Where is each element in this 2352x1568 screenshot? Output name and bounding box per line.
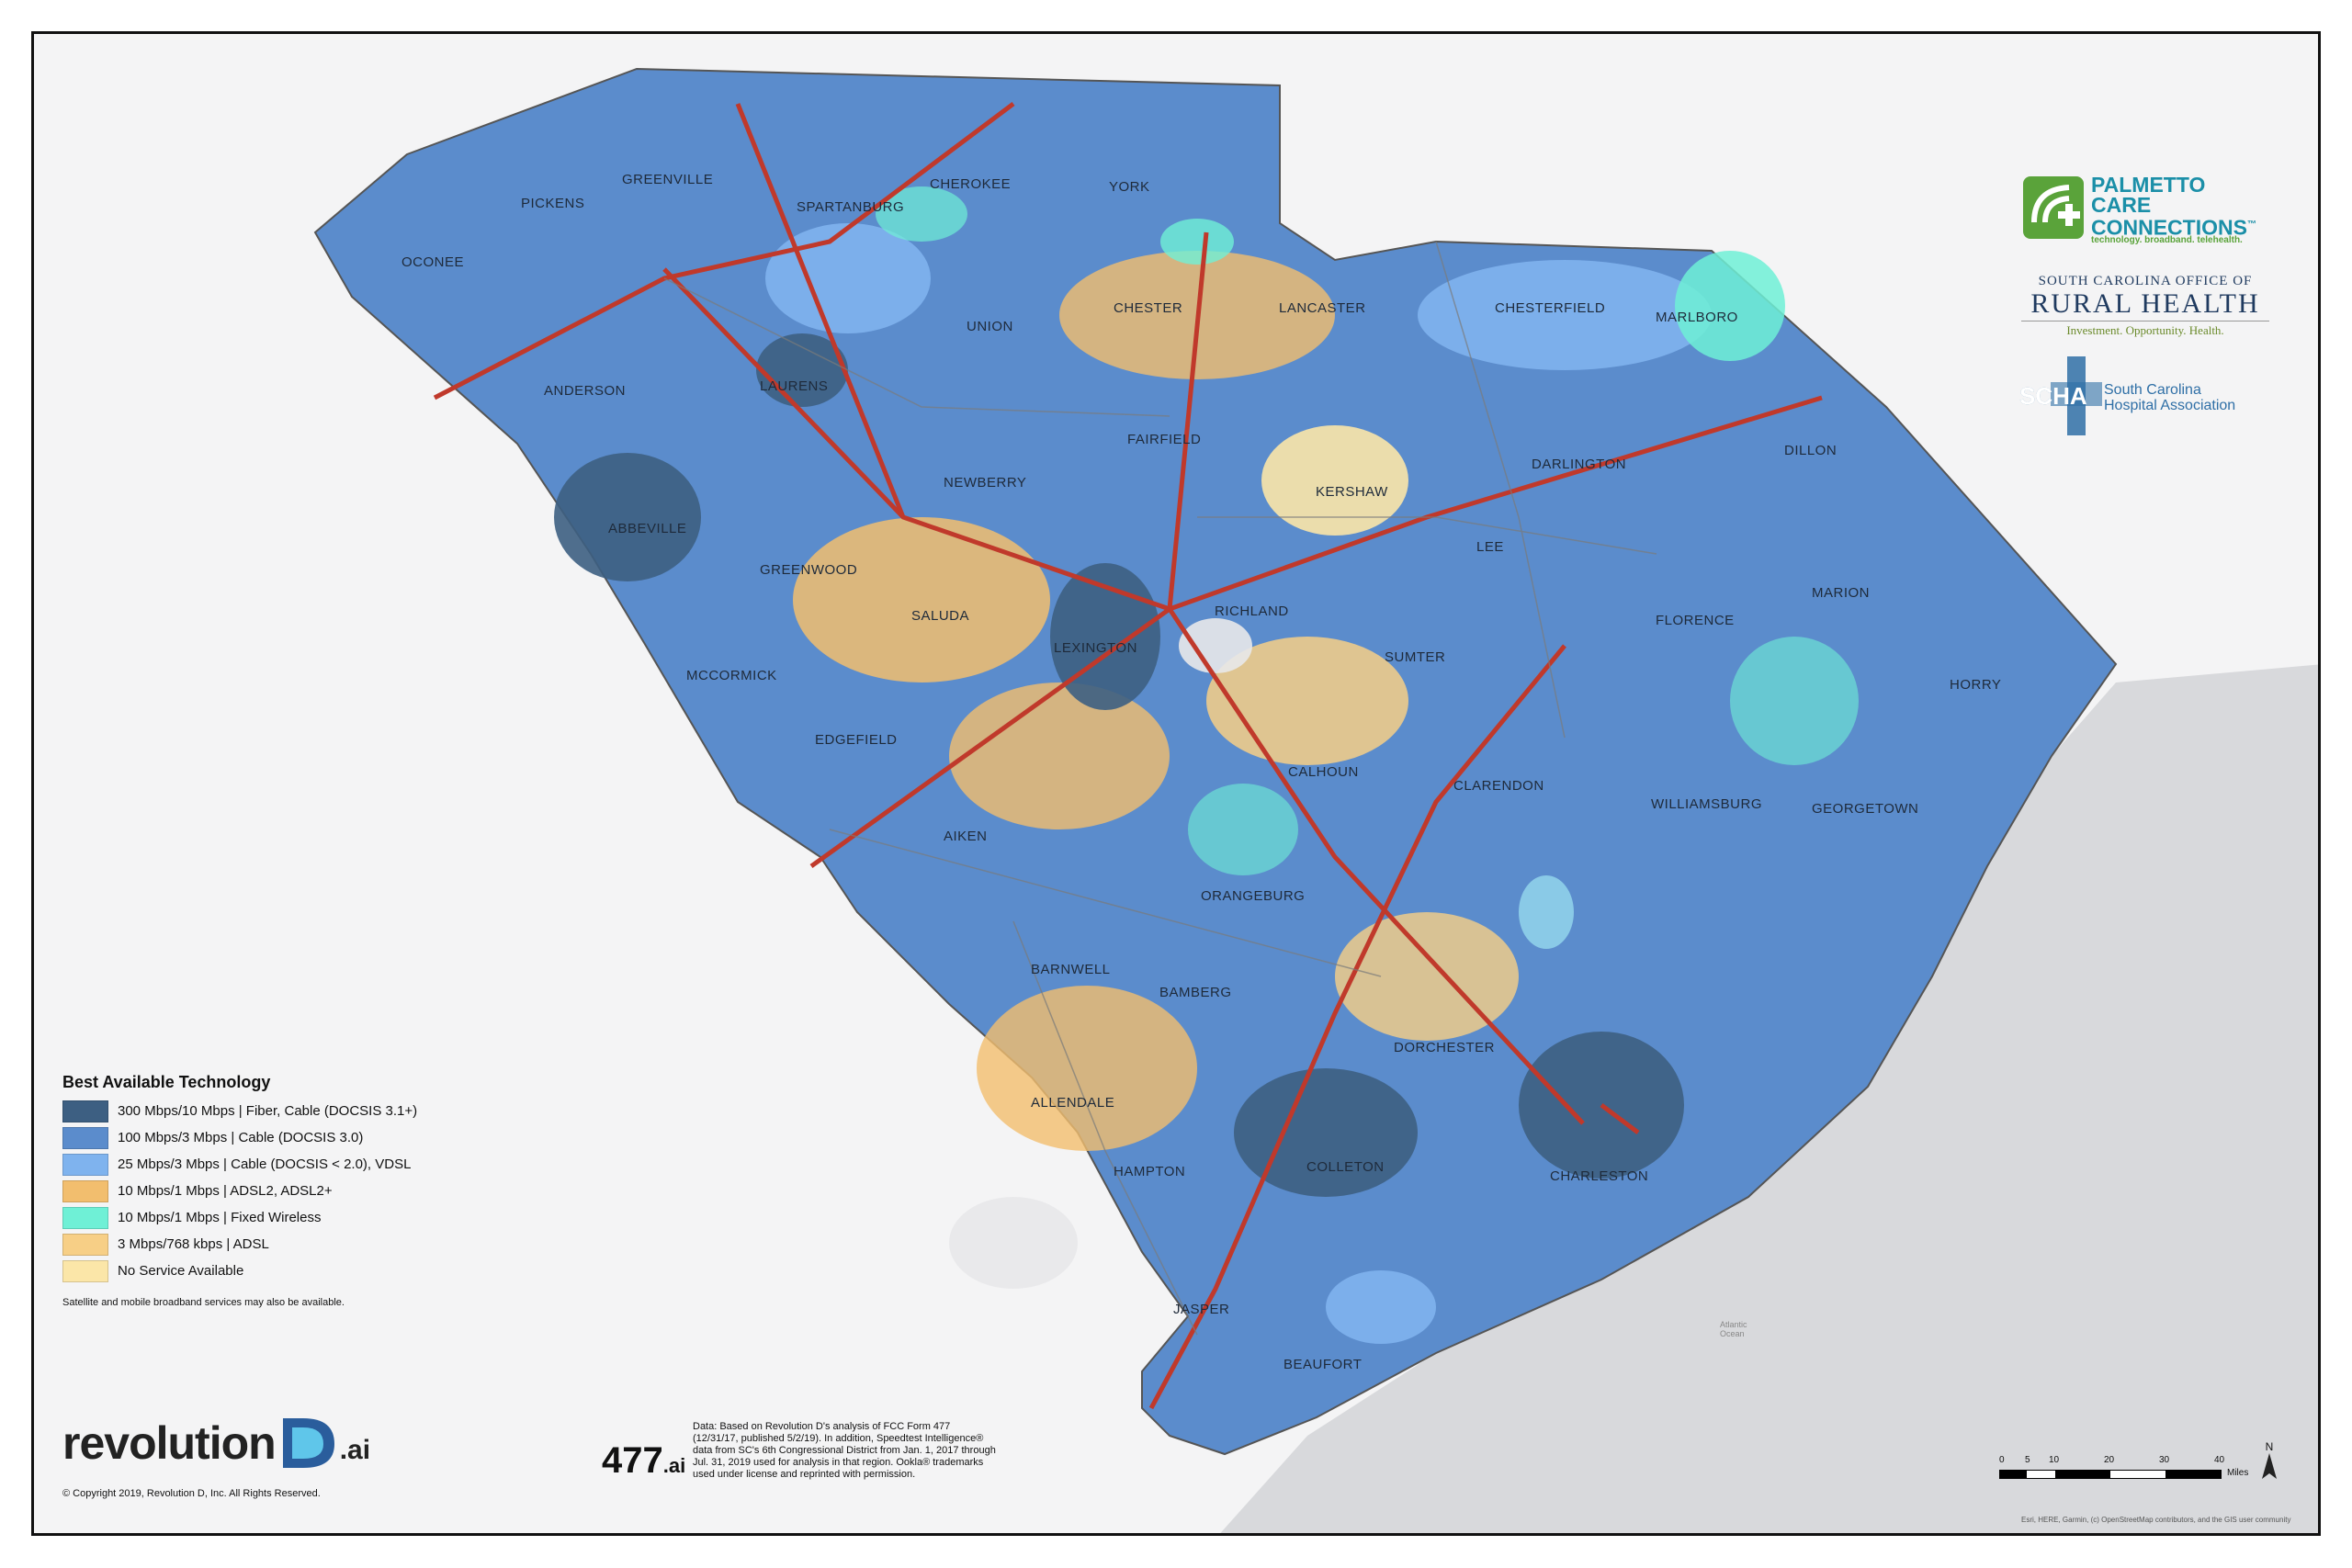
county-boundaries (663, 241, 1657, 1336)
legend-item: 10 Mbps/1 Mbps | Fixed Wireless (62, 1204, 485, 1231)
county-label: CHESTERFIELD (1495, 300, 1606, 316)
county-label: LANCASTER (1279, 300, 1366, 316)
legend-swatch (62, 1233, 108, 1256)
brand-d-icon (282, 1418, 334, 1468)
scha-cross-icon (2051, 356, 2102, 435)
county-label: LAURENS (760, 378, 829, 394)
scha-name: South Carolina Hospital Association (2104, 382, 2236, 413)
pcc-line-2: CARE (2091, 193, 2152, 217)
county-label: SPARTANBURG (797, 199, 905, 215)
county-label: CHARLESTON (1550, 1168, 1649, 1184)
county-label: JASPER (1173, 1302, 1230, 1317)
county-label: ORANGEBURG (1201, 888, 1306, 904)
county-label: KERSHAW (1316, 484, 1388, 500)
county-label: COLLETON (1306, 1159, 1385, 1175)
legend-item: 10 Mbps/1 Mbps | ADSL2, ADSL2+ (62, 1178, 485, 1204)
map-legend: Best Available Technology 300 Mbps/10 Mb… (62, 1073, 485, 1308)
pcc-line-1: PALMETTO (2091, 173, 2206, 197)
scorh-line-3: Investment. Opportunity. Health. (2021, 321, 2269, 338)
map-canvas[interactable] (34, 34, 2321, 1536)
county-label: BAMBERG (1159, 985, 1232, 1000)
county-label: SALUDA (911, 608, 970, 624)
legend-swatch (62, 1126, 108, 1149)
county-label: DARLINGTON (1532, 457, 1627, 472)
scorh-line-1: SOUTH CAROLINA OFFICE OF (2038, 274, 2253, 288)
legend-item: 25 Mbps/3 Mbps | Cable (DOCSIS < 2.0), V… (62, 1151, 485, 1178)
county-label: ABBEVILLE (608, 521, 687, 536)
county-label: PICKENS (521, 196, 585, 211)
legend-swatch (62, 1206, 108, 1229)
pcc-tagline: technology. broadband. telehealth. (2091, 235, 2243, 245)
legend-item: No Service Available (62, 1258, 485, 1284)
county-label: SUMTER (1385, 649, 1446, 665)
legend-item: 3 Mbps/768 kbps | ADSL (62, 1231, 485, 1258)
county-label: MCCORMICK (686, 668, 777, 683)
county-label: HORRY (1950, 677, 2002, 693)
legend-item: 100 Mbps/3 Mbps | Cable (DOCSIS 3.0) (62, 1124, 485, 1151)
county-label: GEORGETOWN (1812, 801, 1919, 817)
county-label: YORK (1109, 179, 1150, 195)
county-label: FLORENCE (1656, 613, 1735, 628)
county-label: UNION (967, 319, 1013, 334)
county-label: OCONEE (401, 254, 465, 270)
legend-swatch (62, 1100, 108, 1122)
477-ai-logo: 477.ai (602, 1440, 686, 1481)
map-frame: PICKENS OCONEE GREENVILLE SPARTANBURG CH… (31, 31, 2321, 1536)
north-arrow: N (2260, 1440, 2278, 1483)
county-label: MARLBORO (1656, 310, 1738, 325)
legend-swatch (62, 1153, 108, 1176)
county-label: RICHLAND (1215, 604, 1289, 619)
county-label: ANDERSON (544, 383, 627, 399)
copyright-text: © Copyright 2019, Revolution D, Inc. All… (62, 1488, 321, 1499)
county-label: EDGEFIELD (815, 732, 898, 748)
legend-swatch (62, 1179, 108, 1202)
county-label: CLARENDON (1453, 778, 1544, 794)
legend-item: 300 Mbps/10 Mbps | Fiber, Cable (DOCSIS … (62, 1098, 485, 1124)
data-source-note: Data: Based on Revolution D's analysis o… (693, 1421, 996, 1480)
county-label: LEE (1476, 539, 1504, 555)
scorh-line-2: RURAL HEALTH (2030, 288, 2260, 319)
scale-bar: 0 5 10 20 30 40 Miles (1999, 1455, 2249, 1479)
scha-logo: SCHA South Carolina Hospital Association (2019, 356, 2286, 439)
county-label: CALHOUN (1288, 764, 1359, 780)
legend-note: Satellite and mobile broadband services … (62, 1297, 345, 1308)
coverage-regions (554, 186, 1859, 1344)
revolution-d-logo: revolution .ai (62, 1415, 370, 1470)
legend-swatch (62, 1259, 108, 1282)
county-label: WILLIAMSBURG (1651, 796, 1763, 812)
county-label: NEWBERRY (944, 475, 1027, 491)
county-label: GREENWOOD (760, 562, 858, 578)
county-label: ALLENDALE (1031, 1095, 1115, 1111)
ocean-area (1220, 664, 2318, 1533)
county-label: DORCHESTER (1394, 1040, 1496, 1055)
legend-title: Best Available Technology (62, 1073, 271, 1091)
county-label: AIKEN (944, 829, 988, 844)
ocean-label: Atlantic Ocean (1720, 1320, 1747, 1338)
county-label: BEAUFORT (1283, 1357, 1363, 1372)
pcc-logo-icon (2023, 176, 2084, 239)
scale-unit: Miles (2227, 1468, 2249, 1478)
palmetto-care-connections-logo: PALMETTO CARE CONNECTIONS™ technology. b… (2021, 175, 2278, 248)
county-label: DILLON (1784, 443, 1838, 458)
county-label: CHESTER (1114, 300, 1183, 316)
scha-abbr: SCHA (2019, 382, 2087, 410)
brand-suffix: .ai (339, 1435, 371, 1465)
brand-wordmark: revolution (62, 1417, 277, 1469)
county-label: LEXINGTON (1054, 640, 1137, 656)
north-arrow-icon (2262, 1453, 2277, 1479)
basemap-attribution: Esri, HERE, Garmin, (c) OpenStreetMap co… (2021, 1516, 2291, 1524)
county-label: FAIRFIELD (1127, 432, 1202, 447)
county-label: MARION (1812, 585, 1870, 601)
county-label: BARNWELL (1031, 962, 1111, 977)
sc-office-rural-health-logo: SOUTH CAROLINA OFFICE OF RURAL HEALTH In… (2021, 274, 2269, 338)
county-label: GREENVILLE (622, 172, 714, 187)
county-label: HAMPTON (1114, 1164, 1186, 1179)
county-label: CHEROKEE (930, 176, 1012, 192)
pcc-line-3: CONNECTIONS™ (2091, 215, 2256, 240)
